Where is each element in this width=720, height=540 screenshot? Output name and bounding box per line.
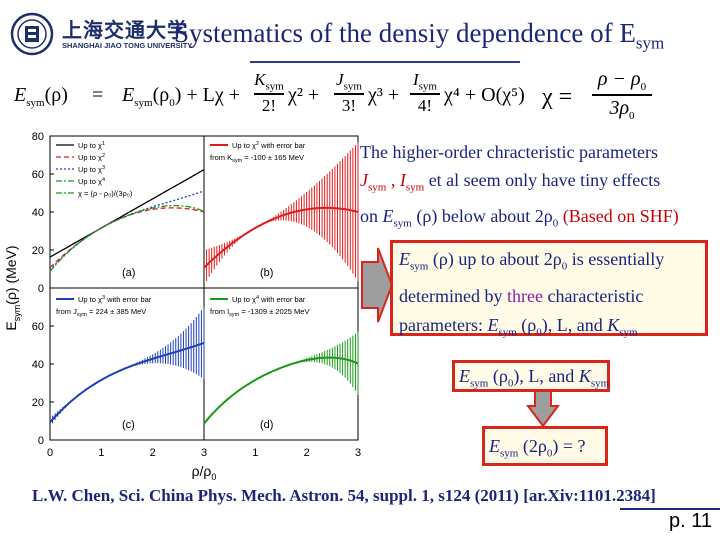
- panel-a-curve: [49, 207, 205, 269]
- xtick-left-label: 1: [98, 447, 104, 459]
- ytick-bottom-label: 60: [32, 321, 44, 333]
- box1-line-1: Esym (ρ) up to about 2ρ0 is essentially: [399, 249, 665, 273]
- ytick-top-label: 80: [32, 131, 44, 143]
- right-arrow-icon: [361, 247, 394, 323]
- panel-b-label: (b): [260, 267, 273, 279]
- panel-a-curve: [49, 190, 205, 271]
- page-rule: [620, 508, 720, 510]
- panel-c-legend-entry: Up to χ3 with error bar: [78, 295, 152, 304]
- ytick-bottom-label: 0: [38, 435, 44, 447]
- ytick-bottom-label: 20: [32, 397, 44, 409]
- university-seal-icon: [10, 12, 54, 56]
- citation: L.W. Chen, Sci. China Phys. Mech. Astron…: [32, 486, 656, 505]
- formula-i-power: χ⁴ + O(χ⁵): [444, 84, 525, 106]
- panel-d-legend-entry: Up to χ4 with error bar: [232, 295, 306, 304]
- ytick-top-label: 40: [32, 207, 44, 219]
- xtick-right-label: 2: [304, 447, 310, 459]
- xtick-right-label: 1: [252, 447, 258, 459]
- expansion-formula: Esym(ρ) = Esym(ρ0) + Lχ + Ksym 2! χ² + J…: [12, 66, 712, 128]
- panel-b-legend-range: from Ksym = -100 ± 165 MeV: [210, 153, 304, 164]
- formula-j-fraction: Jsym 3!: [334, 70, 364, 116]
- xtick-left-label: 3: [201, 447, 207, 459]
- panel-b-legend-entry: Up to χ2 with error bar: [232, 141, 306, 150]
- higher-line-2: Jsym , Isym et al seem only have tiny ef…: [360, 170, 661, 194]
- panel-c-curve: [49, 341, 205, 423]
- panel-a-legend-entry: Up to χ2: [78, 153, 105, 162]
- figure-xlabel: ρ/ρ0: [192, 463, 217, 482]
- formula-k-fraction: Ksym 2!: [254, 70, 284, 115]
- formula-j-power: χ³ +: [368, 84, 400, 106]
- formula-term0: Esym(ρ0) + Lχ +: [122, 84, 241, 109]
- panel-a-label: (a): [122, 267, 135, 279]
- panel-c-legend-range: from Jsym = 224 ± 385 MeV: [56, 307, 146, 318]
- panel-a-legend-entry: χ = (ρ - ρ₀)/(3ρ₀): [78, 189, 133, 198]
- slide-title: Systematics of the densiy dependence of …: [174, 18, 665, 53]
- panel-b-curve: [203, 206, 359, 269]
- panel-d-legend-range: from Isym = -1309 ± 2025 MeV: [210, 307, 309, 318]
- ytick-top-label: 60: [32, 169, 44, 181]
- page-number: p. 11: [669, 510, 712, 532]
- formula-k-power: χ² +: [288, 84, 320, 106]
- panel-a-curve: [49, 204, 205, 273]
- formula-i-fraction: Isym 4!: [410, 70, 440, 116]
- formula-chi: χ =: [542, 84, 573, 110]
- university-logo: 上海交通大学 SHANGHAI JIAO TONG UNIVERSITY: [10, 8, 192, 58]
- logo-chinese-name: 上海交通大学: [62, 18, 188, 42]
- parameters-box: Esym (ρ0), L, and Ksym: [452, 360, 610, 392]
- higher-order-note: The higher-order chracteristic parameter…: [360, 138, 716, 237]
- xtick-left-label: 2: [150, 447, 156, 459]
- panel-c-label: (c): [122, 419, 135, 431]
- box1-line-3: parameters: Esym (ρ0), L, and Ksym: [399, 314, 638, 339]
- formula-equals: =: [92, 84, 104, 106]
- figure-ylabel: Esym(ρ) (MeV): [3, 245, 22, 330]
- higher-line-1: The higher-order chracteristic parameter…: [360, 142, 658, 162]
- panel-a-legend-entry: Up to χ3: [78, 165, 105, 174]
- panel-a-legend-entry: Up to χ4: [78, 177, 105, 186]
- panel-d-curve: [203, 356, 359, 425]
- panel-a-curve: [49, 169, 205, 258]
- box1-line-2: determined by three characteristic: [399, 285, 644, 306]
- logo-english-name: SHANGHAI JIAO TONG UNIVERSITY: [62, 41, 193, 50]
- formula-chi-fraction: ρ − ρ0 3ρ0: [592, 68, 652, 122]
- ytick-top-label: 0: [38, 283, 44, 295]
- ytick-top-label: 20: [32, 245, 44, 257]
- ytick-bottom-label: 40: [32, 359, 44, 371]
- essential-determination-box: Esym (ρ) up to about 2ρ0 is essentially …: [390, 240, 708, 338]
- panel-a-legend-entry: Up to χ1: [78, 141, 105, 150]
- question-box: Esym (2ρ0) = ?: [482, 426, 608, 466]
- panel-d-label: (d): [260, 419, 273, 431]
- xtick-left-label: 0: [47, 447, 53, 459]
- xtick-right-label: 3: [355, 447, 361, 459]
- higher-line-3: on Esym (ρ) below about 2ρ0 (Based on SH…: [360, 205, 679, 230]
- title-underline: [250, 61, 520, 63]
- formula-lhs: Esym(ρ): [14, 84, 68, 109]
- down-arrow-icon: [526, 389, 560, 428]
